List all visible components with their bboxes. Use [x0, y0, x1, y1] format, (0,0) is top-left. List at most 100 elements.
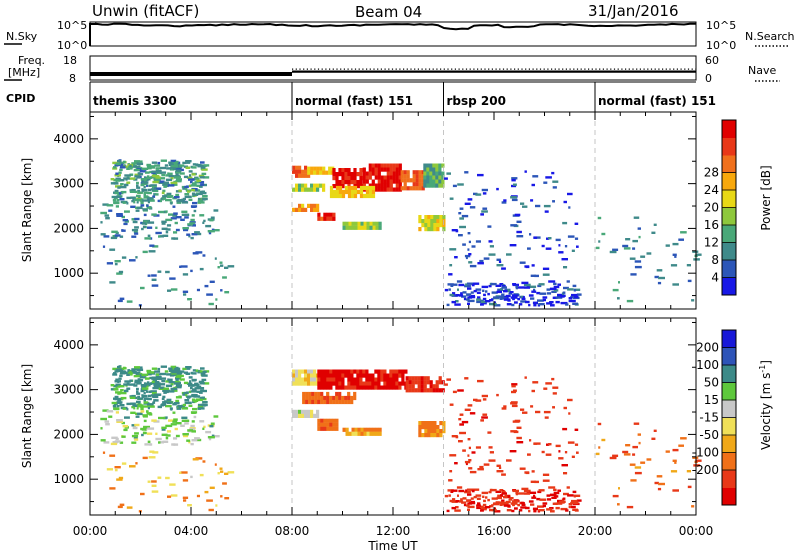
scatter-cell: [458, 212, 462, 215]
scatter-cell: [165, 218, 173, 222]
data-cell: [423, 167, 427, 172]
scatter-cell: [658, 482, 665, 486]
scatter-cell: [572, 490, 577, 494]
scatter-cell: [446, 378, 451, 381]
scatter-cell: [510, 196, 518, 199]
scatter-cell: [476, 506, 482, 510]
data-cell: [368, 193, 373, 199]
scatter-cell: [508, 292, 512, 295]
scatter-cell: [157, 270, 162, 273]
freq-unit-label: [MHz]: [8, 66, 40, 79]
scatter-cell: [188, 441, 191, 444]
scatter-cell: [469, 470, 477, 474]
scatter-cell: [134, 226, 139, 229]
scatter-cell: [203, 219, 206, 223]
scatter-cell: [564, 245, 568, 248]
data-cell: [406, 186, 410, 191]
data-cell: [371, 167, 375, 172]
scatter-cell: [114, 260, 121, 263]
scatter-cell: [151, 186, 157, 189]
scatter-cell: [646, 252, 652, 255]
scatter-cell: [473, 192, 478, 196]
scatter-cell: [146, 382, 153, 385]
scatter-cell: [140, 198, 144, 201]
scatter-cell: [202, 195, 208, 198]
cpid-segment-label: themis 3300: [93, 94, 177, 108]
scatter-cell: [199, 176, 205, 179]
scatter-cell: [172, 420, 178, 423]
colorbar-cell: [722, 452, 736, 471]
scatter-cell: [505, 294, 511, 298]
scatter-cell: [160, 166, 167, 170]
data-cell: [427, 429, 431, 434]
data-cell: [438, 183, 442, 188]
data-cell: [430, 425, 434, 430]
scatter-cell: [116, 213, 123, 216]
scatter-cell: [545, 176, 552, 179]
scatter-cell: [462, 497, 467, 500]
data-cell: [317, 385, 321, 390]
scatter-cell: [120, 190, 127, 194]
data-cell: [421, 433, 425, 438]
scatter-cell: [141, 388, 148, 392]
scatter-cell: [178, 405, 183, 409]
scatter-cell: [149, 244, 155, 247]
data-cell: [292, 369, 296, 374]
scatter-cell: [511, 500, 519, 503]
scatter-cell: [123, 389, 129, 393]
scatter-cell: [165, 210, 168, 213]
data-cell: [371, 381, 375, 386]
scatter-cell: [454, 303, 461, 306]
data-cell: [323, 426, 327, 431]
scatter-cell: [103, 441, 110, 444]
scatter-cell: [149, 405, 155, 408]
data-cell: [389, 369, 393, 374]
scatter-cell: [567, 494, 574, 497]
scatter-cell: [202, 401, 208, 404]
scatter-cell: [110, 178, 115, 181]
scatter-cell: [130, 167, 133, 170]
scatter-cell: [222, 276, 227, 279]
scatter-cell: [146, 369, 152, 373]
data-cell: [436, 429, 440, 434]
scatter-cell: [194, 177, 200, 181]
scatter-cell: [531, 470, 535, 473]
scatter-cell: [193, 209, 197, 213]
scatter-cell: [657, 281, 662, 285]
data-cell: [305, 399, 309, 405]
data-cell: [389, 377, 393, 382]
scatter-cell: [467, 493, 472, 496]
scatter-cell: [197, 395, 201, 398]
scatter-cell: [192, 369, 196, 372]
scatter-cell: [114, 262, 118, 266]
scatter-cell: [162, 401, 168, 404]
scatter-cell: [146, 184, 149, 187]
data-cell: [308, 391, 312, 397]
data-cell: [338, 373, 342, 378]
data-cell: [332, 212, 336, 217]
scatter-cell: [123, 222, 128, 226]
data-cell: [316, 166, 320, 171]
scatter-cell: [546, 302, 553, 305]
scatter-cell: [511, 179, 516, 182]
scatter-cell: [634, 471, 642, 475]
scatter-cell: [491, 497, 498, 500]
scatter-cell: [160, 386, 165, 389]
scatter-cell: [123, 366, 126, 370]
scatter-cell: [151, 484, 157, 487]
scatter-cell: [161, 220, 167, 223]
scatter-cell: [117, 365, 121, 369]
data-cell: [307, 369, 311, 374]
data-cell: [389, 187, 393, 192]
scatter-cell: [150, 390, 157, 393]
data-cell: [383, 167, 387, 172]
scatter-cell: [488, 459, 496, 462]
scatter-cell: [135, 415, 140, 418]
sky-label: N.Sky: [6, 30, 38, 43]
scatter-cell: [152, 381, 159, 384]
data-cell: [323, 385, 327, 390]
search-label: N.Search: [745, 30, 795, 43]
scatter-cell: [184, 401, 189, 405]
scatter-cell: [172, 205, 176, 208]
